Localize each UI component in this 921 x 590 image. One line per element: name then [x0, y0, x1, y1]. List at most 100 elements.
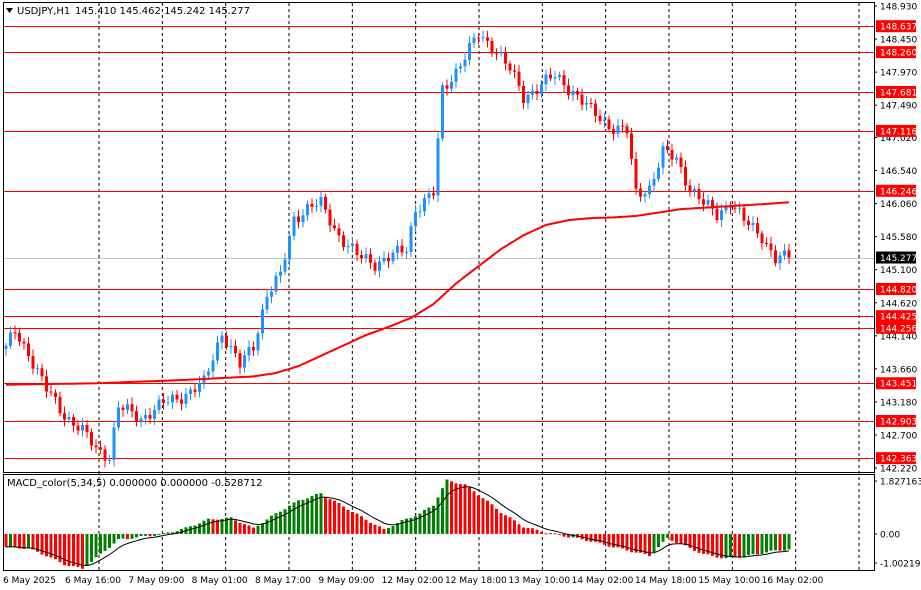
- price-tick-label: 146.060: [880, 200, 917, 210]
- candle-body: [751, 223, 755, 226]
- candle-body: [585, 102, 588, 105]
- macd-bar: [454, 483, 458, 534]
- candle-body: [661, 146, 665, 168]
- candle-body: [112, 427, 116, 460]
- macd-bar: [40, 533, 44, 555]
- candle-body: [738, 207, 741, 209]
- level-tag-label: 142.363: [880, 455, 917, 465]
- candle-body: [774, 250, 777, 264]
- candle-body: [652, 178, 656, 186]
- macd-bar: [697, 533, 701, 553]
- macd-bar: [558, 533, 561, 535]
- macd-bar: [612, 533, 615, 548]
- price-tick-label: 147.020: [880, 134, 917, 144]
- level-tag-label: 146.246: [880, 187, 917, 197]
- candle-body: [549, 74, 552, 79]
- candle-body: [333, 225, 336, 229]
- macd-bar: [652, 533, 656, 553]
- candle-body: [72, 417, 75, 426]
- candle-body: [535, 90, 539, 94]
- candle-body: [540, 84, 543, 94]
- macd-bar: [103, 533, 107, 551]
- macd-bar: [373, 524, 377, 534]
- macd-bar: [517, 524, 521, 534]
- macd-bar: [765, 533, 768, 553]
- macd-bar: [355, 513, 359, 534]
- ma-line: [5, 201, 790, 386]
- level-tags: 148.637 148.260 147.681 147.116 146.246 144.8…: [876, 20, 917, 465]
- price-tick-label: 148.930: [880, 3, 917, 13]
- level-tag-label: 144.425: [880, 313, 917, 323]
- level-tag: [876, 46, 916, 59]
- candle-body: [180, 399, 183, 404]
- candle-body: [688, 185, 692, 192]
- candle-body: [76, 425, 80, 431]
- macd-bar: [270, 515, 273, 534]
- candle-body: [135, 411, 138, 422]
- level-tag-label: 144.256: [880, 324, 917, 334]
- candle-body: [495, 53, 498, 55]
- candle-body: [715, 208, 719, 221]
- macd-bar: [252, 527, 255, 534]
- candle-body: [139, 418, 143, 422]
- candle-body: [544, 74, 548, 85]
- candle-body: [90, 432, 93, 446]
- candle-body: [639, 188, 642, 197]
- candle-body: [306, 203, 309, 216]
- macd-bar: [661, 533, 665, 542]
- macd-bar: [256, 525, 260, 534]
- macd-bar: [342, 506, 345, 534]
- candle-body: [126, 404, 129, 410]
- time-tick-label: 6 May 2025: [3, 576, 56, 586]
- macd-bar: [495, 508, 498, 534]
- indicator-tick-label: 1.827163: [880, 478, 921, 488]
- time-tick-label: 13 May 10:00: [508, 576, 570, 586]
- macd-bar: [153, 533, 156, 536]
- candle-body: [337, 228, 341, 236]
- candle-body: [166, 402, 170, 404]
- candle-body: [459, 66, 462, 69]
- macd-bar: [13, 533, 17, 548]
- macd-bar: [238, 522, 242, 534]
- macd-bar: [463, 484, 467, 534]
- macd-bar: [508, 517, 512, 534]
- candle-body: [702, 199, 705, 205]
- candle-body: [310, 203, 314, 207]
- macd-bar: [423, 509, 426, 534]
- symbol-header[interactable]: USDJPY,H1 145.410 145.462 145.242 145.27…: [6, 6, 250, 17]
- macd-bar: [760, 533, 764, 554]
- indicator-label: MACD_color(5,34,5) 0.000000 0.000000 -0.…: [7, 478, 263, 489]
- macd-bar: [108, 533, 111, 548]
- macd-bar: [567, 533, 570, 538]
- macd-bar: [625, 533, 629, 551]
- candle-body: [504, 52, 507, 64]
- macd-bar: [301, 499, 305, 534]
- candle-body: [405, 251, 408, 253]
- candle-body: [274, 275, 278, 292]
- macd-bar: [351, 512, 354, 534]
- candle-body: [571, 90, 575, 96]
- candle-body: [760, 233, 764, 244]
- macd-bar: [364, 519, 368, 534]
- candle-body: [630, 133, 633, 159]
- macd-bar: [702, 533, 705, 554]
- candle-body: [508, 63, 512, 71]
- macd-bar: [171, 532, 174, 534]
- macd-bar: [283, 509, 287, 534]
- candle-body: [472, 37, 476, 43]
- macd-bar: [175, 531, 179, 534]
- macd-bar: [99, 533, 102, 554]
- candle-body: [693, 189, 696, 192]
- triangle-down-icon[interactable]: [6, 8, 13, 13]
- level-tag-label: 147.116: [880, 127, 917, 137]
- macd-bar: [477, 495, 480, 534]
- candle-body: [477, 37, 480, 39]
- candle-body: [513, 70, 516, 72]
- current-price-tag: [876, 251, 916, 264]
- macd-bar: [346, 509, 350, 534]
- candle-body: [130, 404, 134, 412]
- candle-body: [103, 449, 107, 461]
- candle-body: [558, 75, 561, 78]
- macd-bar: [526, 527, 530, 534]
- candle-body: [396, 245, 399, 253]
